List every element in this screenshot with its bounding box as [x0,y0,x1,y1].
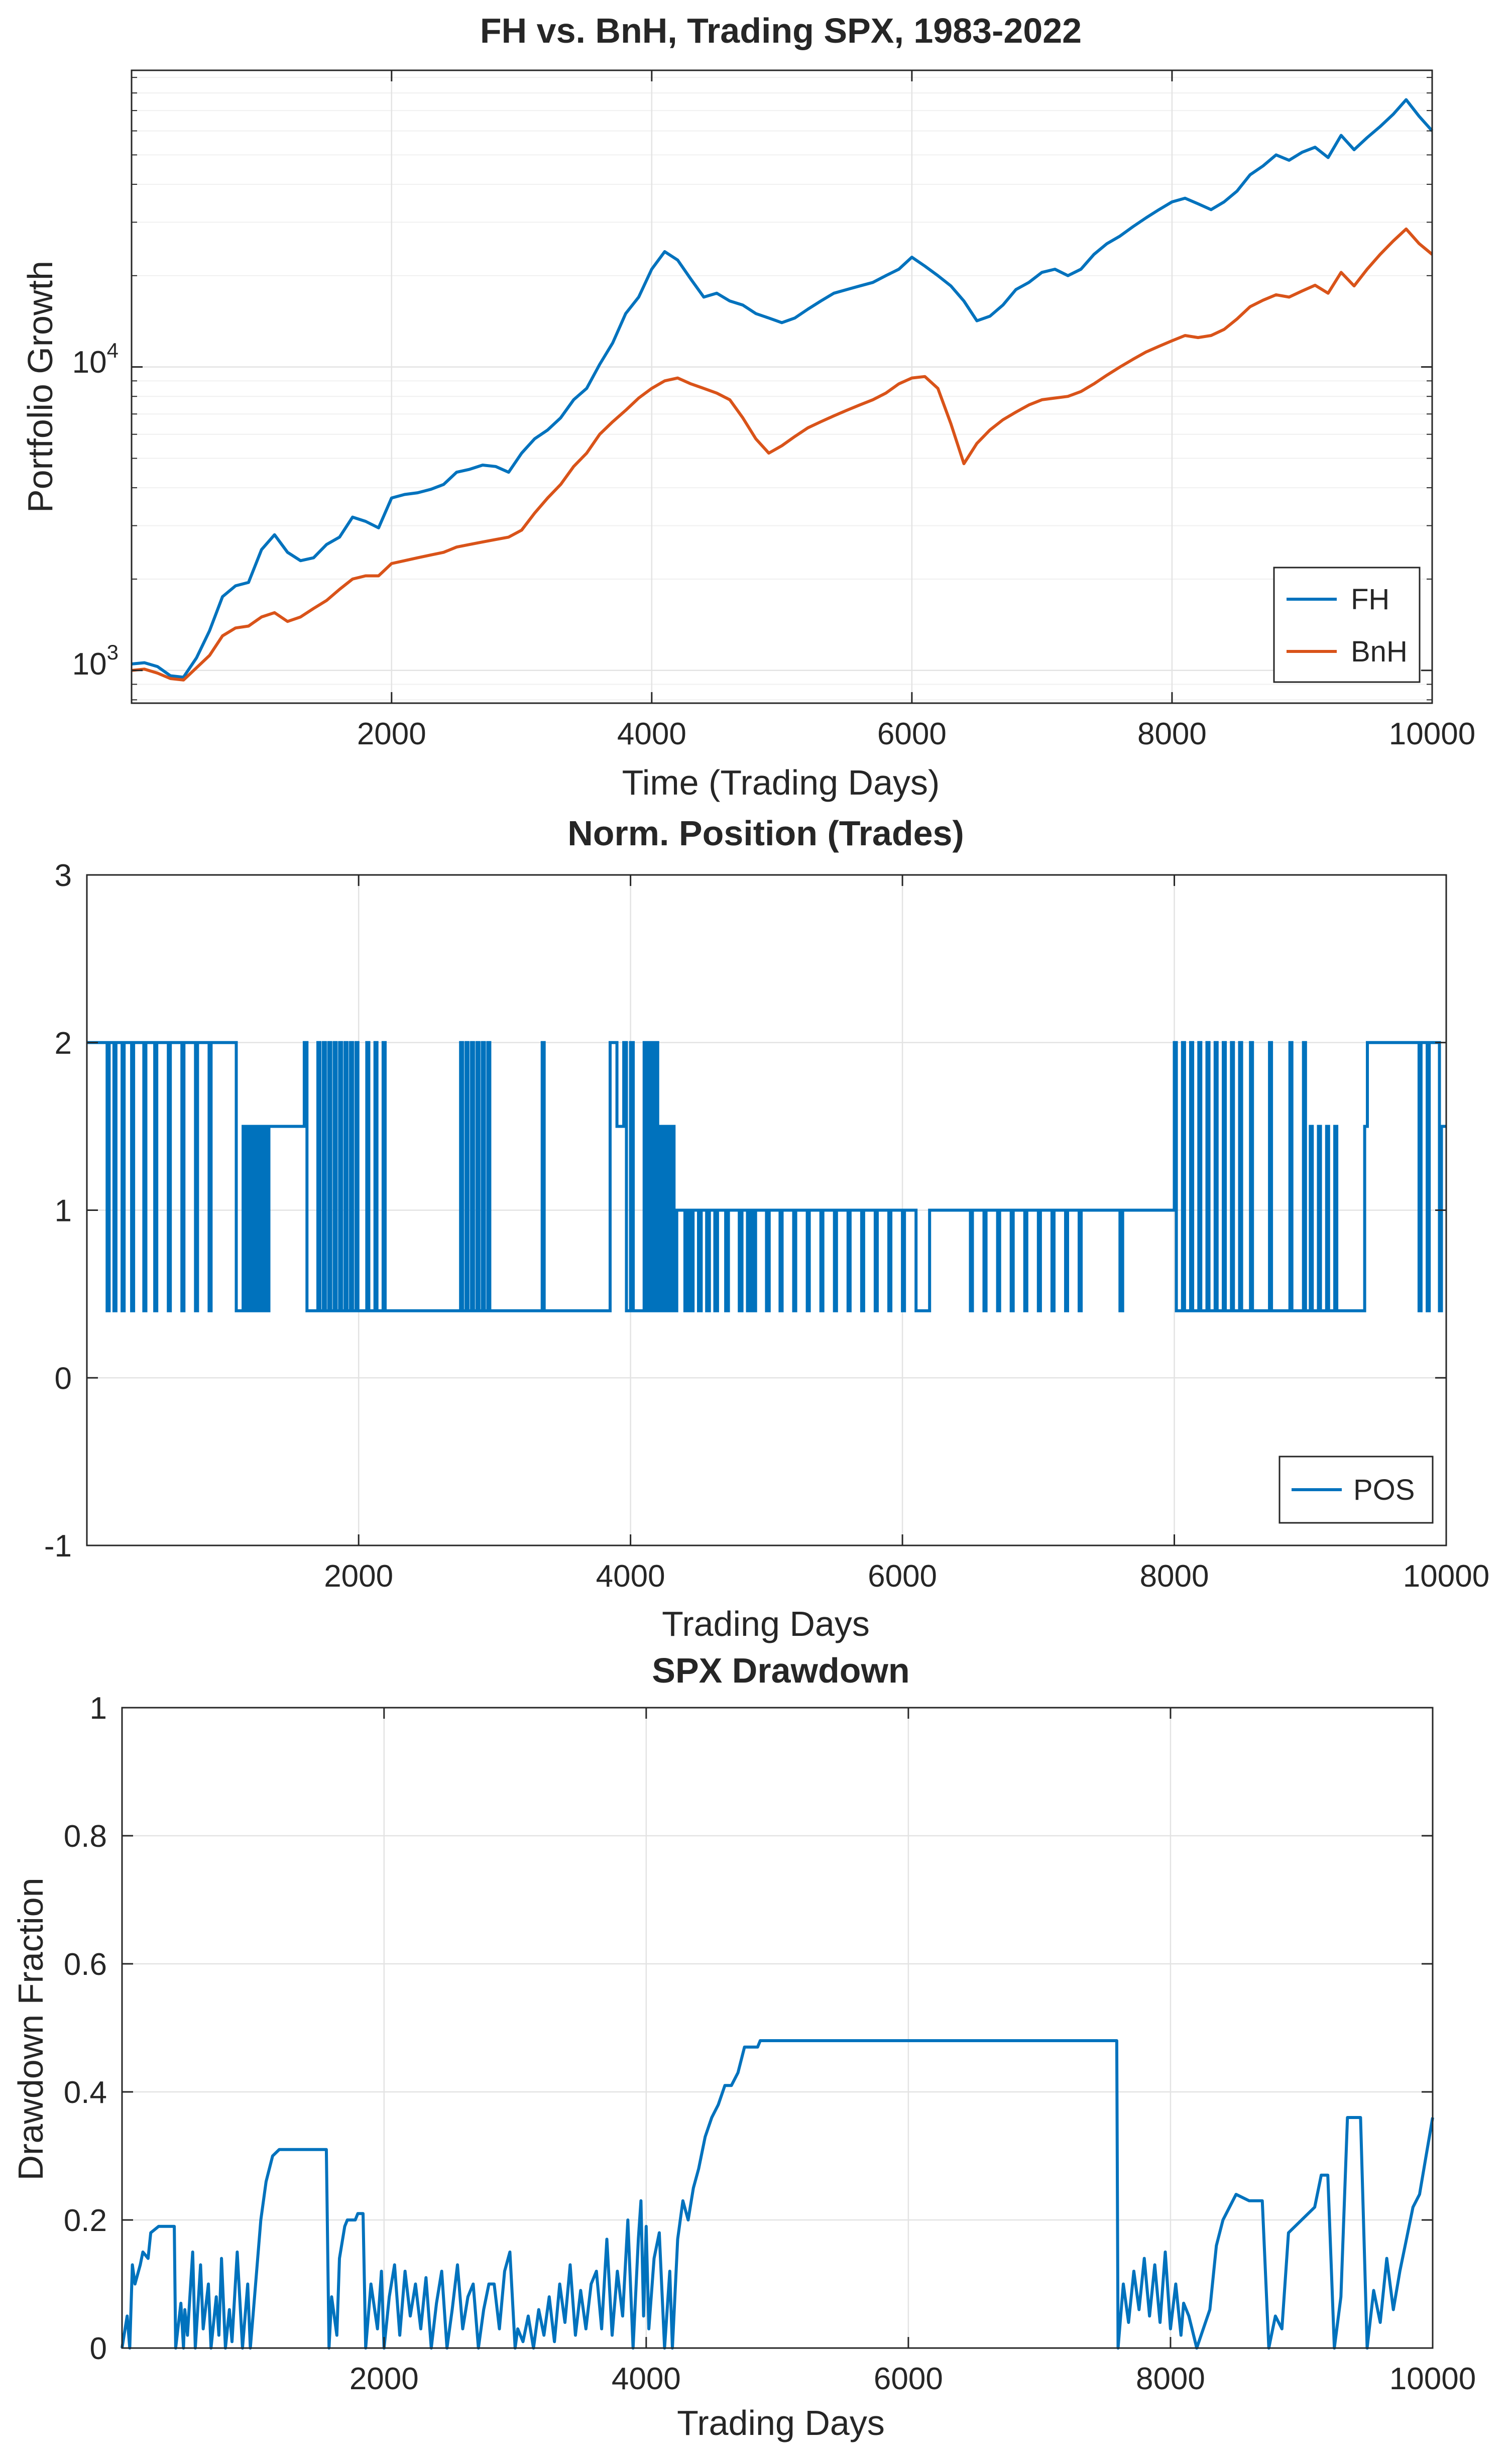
drawdown-y-tick-0: 0 [90,2331,107,2366]
drawdown-x-tick-8000: 8000 [1136,2362,1205,2396]
growth-axes-frame [131,69,1433,704]
growth-y-tick-1000: 103 [72,640,119,682]
growth-axes [131,69,1433,704]
growth-x-tick-4000: 4000 [617,717,686,751]
position-title: Norm. Position (Trades) [567,814,964,853]
drawdown-x-tick-labels: 2000 4000 6000 8000 10000 [350,2362,1476,2396]
position-y-tick-labels: -1 0 1 2 3 [44,858,72,1564]
growth-legend-box [1273,567,1421,683]
drawdown-chart: SPX Drawdown 0 0.2 0.4 0.6 0.8 1 2000 40… [11,1651,1476,2442]
growth-x-tick-10000: 10000 [1389,717,1475,751]
position-grid [87,875,1446,1545]
drawdown-y-tick-labels: 0 0.2 0.4 0.6 0.8 1 [64,1691,107,2366]
fh-series-line [131,98,1434,679]
drawdown-x-label: Trading Days [677,2403,885,2442]
drawdown-y-tick-0-4: 0.4 [64,2075,107,2110]
position-y-tick-0: 0 [55,1361,72,1396]
position-y-tick-3: 3 [55,858,72,893]
position-y-tick-1: 1 [55,1194,72,1229]
position-legend: POS [1278,1456,1434,1524]
position-x-label: Trading Days [662,1604,870,1643]
drawdown-x-tick-10000: 10000 [1389,2362,1476,2396]
drawdown-title: SPX Drawdown [652,1651,909,1690]
position-lines [87,1041,1446,1312]
growth-title: FH vs. BnH, Trading SPX, 1983-2022 [480,11,1082,50]
drawdown-axes-frame [121,1707,1434,2349]
pos-legend-label: POS [1353,1474,1415,1506]
growth-legend: FH BnH [1273,567,1421,683]
position-y-tick-2: 2 [55,1026,72,1061]
growth-y-label: Portfolio Growth [21,261,60,513]
bnh-legend-label: BnH [1351,635,1408,668]
growth-y-tick-labels: 103 104 [72,339,119,682]
position-x-tick-10000: 10000 [1403,1559,1489,1594]
position-x-tick-4000: 4000 [596,1559,665,1594]
bnh-series-line [131,227,1433,682]
pos-series-line [87,1041,1446,1312]
drawdown-x-tick-2000: 2000 [350,2362,419,2396]
growth-x-label: Time (Trading Days) [622,763,940,802]
position-ticks [86,874,1447,1546]
drawdown-ticks [121,1707,1434,2349]
drawdown-y-tick-1: 1 [90,1691,107,1726]
position-axes-frame [86,874,1447,1546]
drawdown-y-tick-0-8: 0.8 [64,1819,107,1854]
growth-x-tick-8000: 8000 [1137,717,1207,751]
drawdown-axes [121,1707,1434,2349]
drawdown-y-tick-0-6: 0.6 [64,1947,107,1982]
drawdown-x-tick-4000: 4000 [612,2362,681,2396]
drawdown-y-label: Drawdown Fraction [11,1878,50,2181]
fh-legend-label: FH [1351,583,1389,616]
drawdown-x-tick-6000: 6000 [874,2362,943,2396]
growth-x-tick-2000: 2000 [357,717,426,751]
position-y-tick-neg1: -1 [44,1529,72,1564]
position-x-tick-2000: 2000 [324,1559,393,1594]
position-x-tick-8000: 8000 [1140,1559,1209,1594]
drawdown-y-tick-0-2: 0.2 [64,2203,107,2238]
growth-chart: FH vs. BnH, Trading SPX, 1983-2022 103 1… [21,11,1475,802]
position-chart: Norm. Position (Trades) -1 0 1 2 3 2000 … [44,814,1489,1643]
growth-x-tick-6000: 6000 [877,717,947,751]
drawdown-series-line [121,2039,1434,2350]
drawdown-lines [121,2039,1434,2350]
position-x-tick-labels: 2000 4000 6000 8000 10000 [324,1559,1489,1594]
position-x-tick-6000: 6000 [868,1559,937,1594]
growth-x-tick-labels: 2000 4000 6000 8000 10000 [357,717,1475,751]
growth-lines [131,98,1434,682]
growth-ticks [131,69,1433,704]
growth-y-tick-10000: 104 [72,339,119,380]
